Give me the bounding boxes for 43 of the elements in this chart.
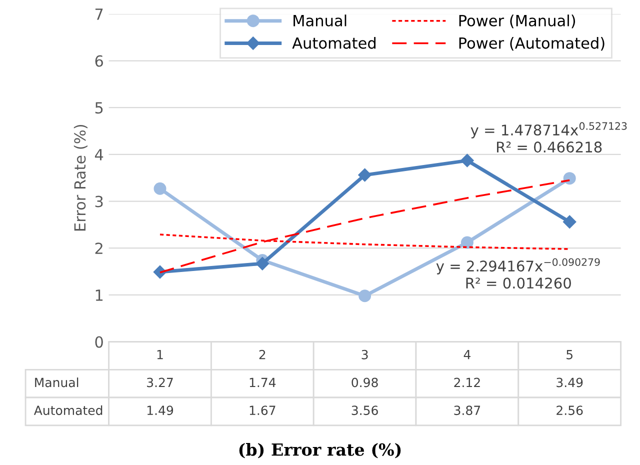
data-label: 1.74 xyxy=(250,378,276,388)
x-tick-label: 2 xyxy=(259,350,266,360)
x-tick-label: 4 xyxy=(464,350,470,360)
legend-label: Power (Automated) xyxy=(459,37,604,51)
point xyxy=(154,182,166,195)
data-label: 2.56 xyxy=(556,406,583,416)
point xyxy=(358,290,372,302)
text: Manual xyxy=(35,378,78,388)
y-tick-label: 5 xyxy=(95,102,103,114)
data-label: 1.49 xyxy=(147,406,174,416)
annotation: y = 1.478714x$^{0.527123}$ xyxy=(470,122,627,138)
point xyxy=(460,236,474,249)
annotation: R² = 0.466218 xyxy=(497,142,602,153)
y-tick-label: 0 xyxy=(95,336,103,348)
text: (b) Error rate (%) xyxy=(239,442,401,458)
data-label: 1.67 xyxy=(250,406,276,416)
x-tick-label: 1 xyxy=(157,350,163,360)
legend-label: Power (Manual) xyxy=(459,14,576,28)
y-axis-title: Error Rate (%) xyxy=(74,124,88,231)
y-tick-label: 7 xyxy=(95,8,103,20)
text: Automated xyxy=(34,405,102,416)
data-label: 0.98 xyxy=(352,378,378,388)
legend-label: Manual xyxy=(294,14,346,26)
data-label: 3.27 xyxy=(147,378,173,388)
point xyxy=(256,256,269,270)
point xyxy=(563,172,576,185)
point xyxy=(460,154,474,168)
y-tick-label: 1 xyxy=(96,290,103,301)
data-label: 3.87 xyxy=(454,406,480,416)
x-tick-label: 3 xyxy=(362,350,368,360)
point xyxy=(563,215,576,228)
annotation: R² = 0.014260 xyxy=(466,278,571,289)
y-tick-label: 2 xyxy=(95,242,102,254)
annotation: y = 2.294167x$^{−0.090279}$ xyxy=(436,258,600,274)
legend-label: Automated xyxy=(292,37,376,49)
y-tick-label: 4 xyxy=(94,149,104,160)
point xyxy=(358,168,372,182)
x-tick-label: 5 xyxy=(566,350,572,360)
y-tick-label: 6 xyxy=(95,55,103,67)
data-label: 3.49 xyxy=(556,378,583,388)
data-label: 2.12 xyxy=(454,378,480,388)
data-label: 3.56 xyxy=(352,406,378,416)
y-tick-label: 3 xyxy=(95,196,103,208)
